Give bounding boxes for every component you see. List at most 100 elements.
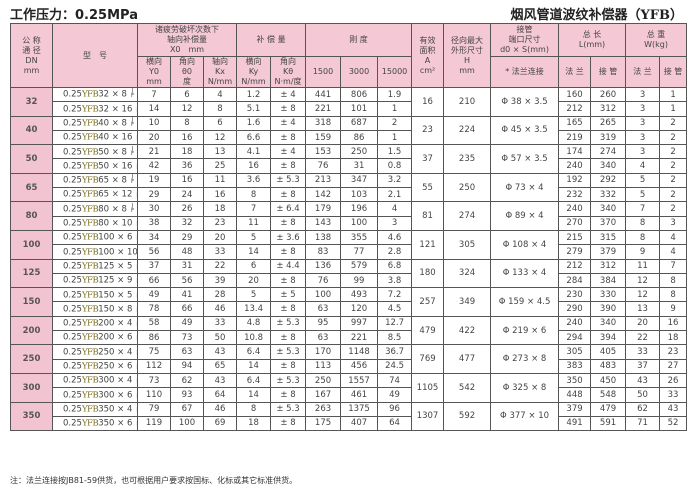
cell-dn: 200: [10, 315, 53, 346]
cell-kx: 153: [305, 144, 342, 160]
cell-x-3000: 29: [170, 229, 204, 246]
cell-dn: 65: [10, 172, 53, 203]
model-series: YFB: [81, 232, 99, 243]
header-pipe-size: 接管 端口尺寸 d0 × S(mm): [490, 23, 560, 57]
model-series: YFB: [81, 218, 99, 229]
cell-x-1500: 73: [137, 372, 171, 389]
cell-weight-pipe: 23: [659, 344, 688, 360]
table-body: 32 0.25YFB32 × 8 J F 7 6 4 1.2 ± 4 441 806 1.9 16 210…: [10, 86, 688, 432]
cell-model: 0.25YFB250 × 4JF: [52, 344, 138, 360]
cell-ktheta: 0.8: [377, 158, 413, 174]
cell-area: 180: [411, 258, 445, 289]
cell-weight-flange: 3: [625, 101, 661, 117]
cell-angular: ± 4: [270, 115, 307, 131]
cell-kx: 95: [305, 315, 342, 332]
cell-length-pipe: 390: [590, 301, 627, 317]
cell-weight-flange: 11: [625, 258, 661, 274]
cell-weight-pipe: 4: [659, 229, 688, 246]
model-series: YFB: [81, 161, 99, 172]
header-cycles-15000: 15000: [377, 56, 413, 88]
cell-weight-flange: 3: [625, 115, 661, 131]
cell-angular: ± 5: [270, 287, 307, 303]
model-pressure: 0.25: [63, 332, 82, 343]
cell-length-pipe: 450: [590, 372, 627, 389]
cell-ktheta: 8.5: [377, 330, 413, 346]
model-series: YFB: [81, 89, 99, 100]
cell-lateral: 6.4: [236, 372, 272, 389]
cell-weight-flange: 3: [625, 86, 661, 103]
model-series: YFB: [81, 347, 99, 358]
model-jf-suffix: JF: [136, 318, 137, 328]
cell-kx: 83: [305, 244, 342, 260]
cell-angular: ± 6.4: [270, 201, 307, 217]
cell-ktheta: 24.5: [377, 358, 413, 374]
cell-area: 37: [411, 144, 445, 174]
model-jf-suffix: JF: [136, 332, 137, 343]
cell-length-pipe: 591: [590, 415, 627, 432]
cell-weight-flange: 20: [625, 315, 661, 332]
cell-length-pipe: 260: [590, 86, 627, 103]
cell-x-1500: 19: [137, 172, 171, 189]
model-size: 200 × 4: [98, 318, 133, 329]
cell-weight-flange: 3: [625, 129, 661, 146]
cell-ktheta: 3.2: [377, 172, 413, 189]
cell-model: 0.25YFB100 × 6JF: [52, 229, 138, 246]
model-size: 125 × 5: [98, 261, 133, 272]
cell-lateral: 5.1: [236, 101, 272, 117]
cell-model: 0.25YFB40 × 16JF: [52, 129, 138, 146]
cell-x-3000: 100: [170, 415, 204, 432]
cell-h: 274: [443, 201, 492, 231]
cell-ky: 100: [340, 215, 379, 231]
cell-pipe-size: Φ 273 × 8: [490, 344, 560, 374]
cell-model: 0.25YFB250 × 6JF: [52, 358, 138, 374]
cell-x-3000: 16: [170, 172, 204, 189]
cell-area: 16: [411, 87, 445, 117]
cell-lateral: 14: [236, 387, 272, 403]
cell-x-15000: 33: [202, 315, 238, 332]
cell-angular: ± 4: [270, 144, 307, 160]
cell-ktheta: 2: [377, 115, 413, 131]
model-size: 350 × 4: [98, 404, 133, 415]
cell-length-flange: 219: [558, 129, 592, 146]
cell-length-flange: 270: [558, 215, 592, 231]
spec-table: 公 称 通 径 DN mm 型 号 诸疲劳破坏次数下 轴向补偿量 X0 mm 补…: [10, 23, 688, 432]
table-row: 65 0.25YFB65 × 8 J F 19 16 11 3.6 ± 5.3 213 347 3.2…: [10, 172, 688, 203]
cell-x-15000: 22: [202, 258, 238, 274]
cell-ky: 196: [340, 201, 379, 217]
model-jf-suffix: JF: [136, 232, 137, 243]
cell-angular: ± 8: [270, 129, 307, 146]
cell-x-3000: 18: [170, 144, 204, 160]
model-jf-suffix: JF: [136, 189, 137, 200]
cell-ky: 1148: [340, 344, 379, 360]
cell-length-pipe: 319: [590, 129, 627, 146]
cell-x-1500: 112: [137, 358, 171, 374]
cell-pipe-size: Φ 57 × 3.5: [490, 144, 560, 174]
cell-length-pipe: 548: [590, 387, 627, 403]
cell-x-3000: 6: [170, 86, 204, 103]
cell-lateral: 7: [236, 201, 272, 217]
cell-ky: 103: [340, 187, 379, 203]
cell-weight-flange: 71: [625, 415, 661, 432]
cell-length-flange: 240: [558, 158, 592, 174]
cell-h: 422: [443, 315, 492, 346]
cell-x-15000: 28: [202, 287, 238, 303]
cell-dn: 250: [10, 344, 53, 374]
cell-dn: 350: [10, 401, 53, 432]
cell-weight-pipe: 2: [659, 187, 688, 203]
cell-weight-pipe: 2: [659, 201, 688, 217]
cell-length-flange: 383: [558, 358, 592, 374]
cell-weight-pipe: 26: [659, 372, 688, 389]
cell-ky: 687: [340, 115, 379, 131]
cell-x-15000: 69: [202, 415, 238, 432]
model-pressure: 0.25: [63, 375, 82, 386]
cell-angular: ± 8: [270, 244, 307, 260]
cell-length-pipe: 479: [590, 401, 627, 417]
cell-pipe-size: Φ 159 × 4.5: [490, 287, 560, 317]
table-row: 3000.25YFB300 × 4JF7362436.4± 5.32501557…: [10, 372, 688, 403]
cell-length-flange: 448: [558, 387, 592, 403]
cell-x-3000: 24: [170, 187, 204, 203]
